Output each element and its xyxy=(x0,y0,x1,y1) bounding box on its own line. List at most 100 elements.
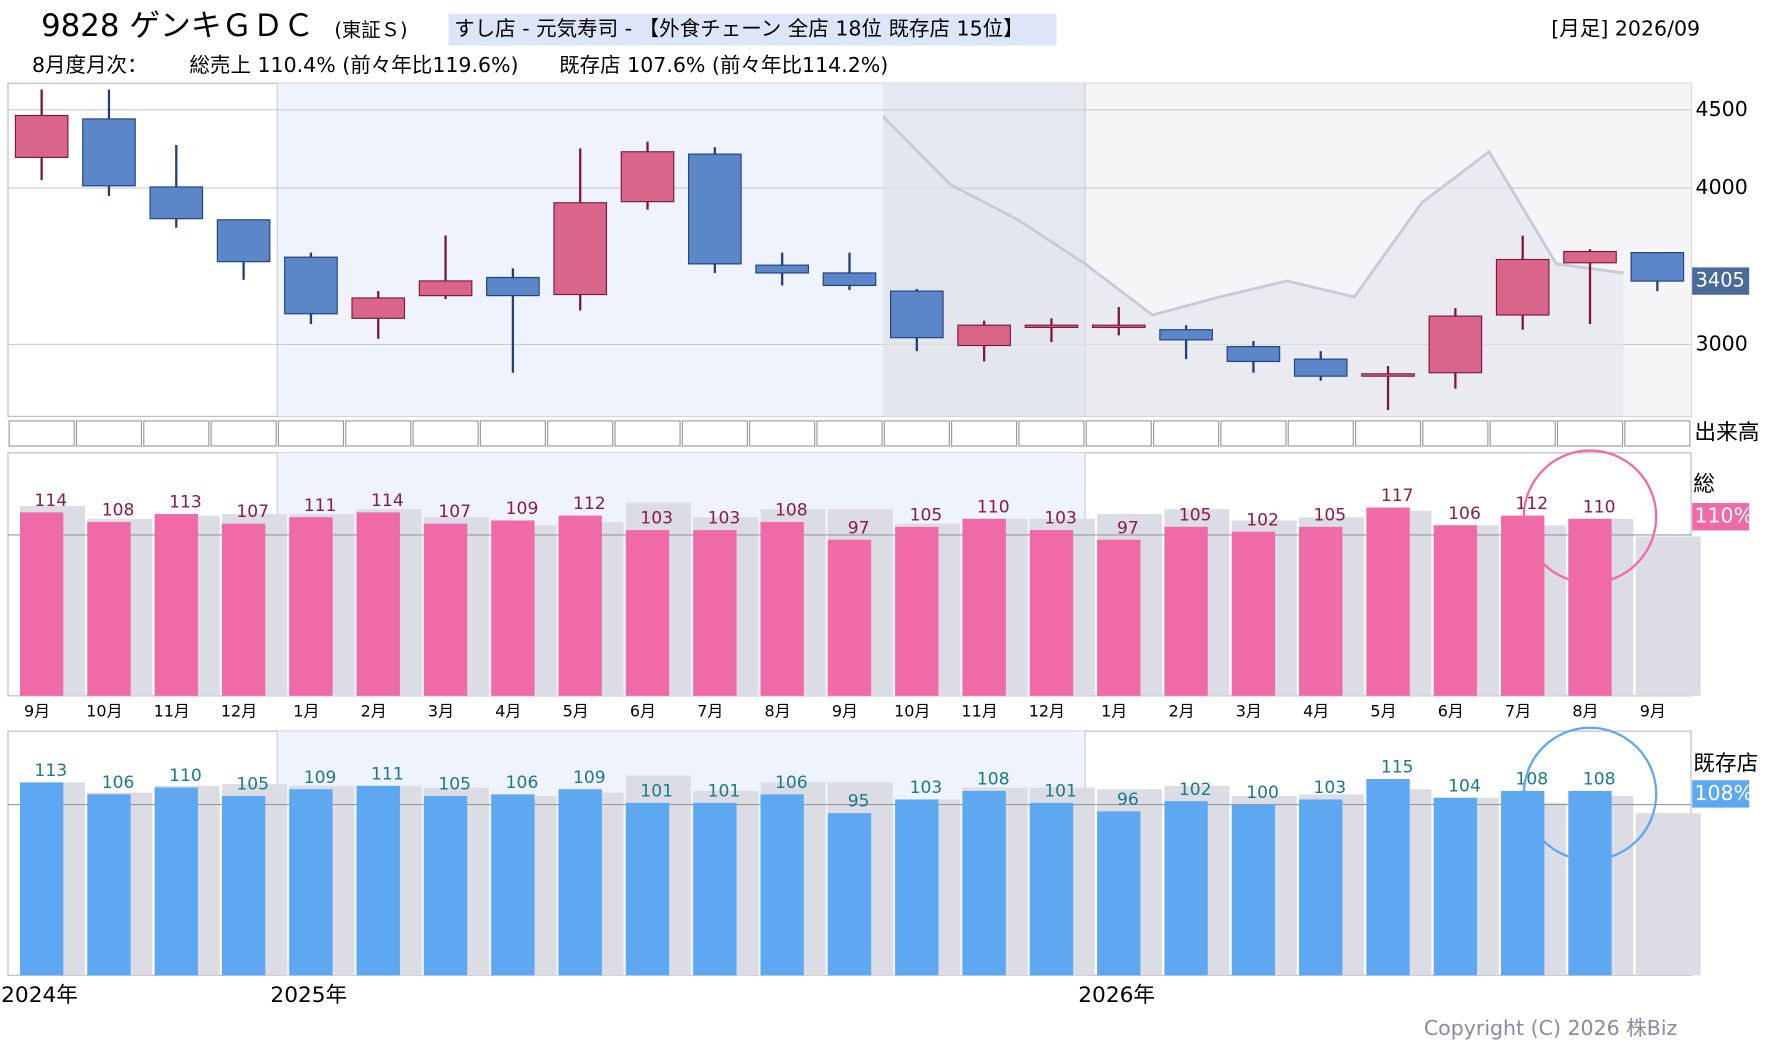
value-label: 108 xyxy=(977,770,1010,790)
volume-label: 出来高 xyxy=(1694,420,1759,445)
candle-body xyxy=(553,202,608,296)
candle-body xyxy=(418,280,473,297)
year-label: 2026年 xyxy=(1078,983,1155,1008)
value-label: 110 xyxy=(977,497,1010,517)
bar xyxy=(760,794,804,976)
volume-box xyxy=(345,420,412,447)
x-tick-label: 8月 xyxy=(765,701,791,720)
volume-box xyxy=(1422,420,1489,447)
candle-body xyxy=(486,276,540,297)
value-label: 107 xyxy=(438,502,471,522)
candle-body xyxy=(149,186,204,220)
x-tick-label: 2月 xyxy=(361,701,387,720)
x-tick-label: 7月 xyxy=(1505,701,1531,720)
candle-body xyxy=(1630,252,1685,282)
bar xyxy=(1231,531,1276,696)
volume-box xyxy=(1018,420,1085,447)
volume-box xyxy=(883,420,950,447)
value-label: 105 xyxy=(438,775,471,795)
value-label: 111 xyxy=(371,764,404,784)
highlight-circle xyxy=(1522,726,1658,862)
panel-label: 既存店 xyxy=(1693,751,1758,776)
industry-bg xyxy=(448,13,1057,46)
bar xyxy=(1029,530,1074,696)
prior-bar xyxy=(1635,536,1701,696)
bar xyxy=(827,813,872,976)
value-label: 112 xyxy=(1515,494,1548,514)
x-tick-label: 10月 xyxy=(894,701,930,720)
x-tick-label: 7月 xyxy=(697,701,723,720)
bar xyxy=(356,512,400,696)
x-tick-label: 1月 xyxy=(1101,701,1127,720)
x-tick-label: 12月 xyxy=(221,701,257,720)
volume-box xyxy=(816,420,883,447)
bar xyxy=(895,526,939,696)
volume-box xyxy=(1287,420,1354,447)
volume-box xyxy=(1556,420,1624,447)
bar xyxy=(87,794,131,976)
candle-body xyxy=(82,118,136,187)
candle-body xyxy=(1159,329,1213,341)
candle-body xyxy=(822,272,877,287)
bar xyxy=(962,790,1006,976)
value-label: 106 xyxy=(102,773,135,793)
x-tick-label: 9月 xyxy=(24,701,50,720)
bar xyxy=(558,789,602,976)
candle-body xyxy=(1226,346,1281,363)
volume-box xyxy=(614,420,681,447)
year-label: 2025年 xyxy=(270,983,347,1008)
value-label: 110 xyxy=(1583,497,1616,517)
x-tick-label: 6月 xyxy=(1438,701,1464,720)
value-label: 109 xyxy=(506,499,539,519)
candle-body xyxy=(284,256,338,315)
bar xyxy=(19,782,64,976)
bar xyxy=(1568,518,1612,696)
value-label: 102 xyxy=(1246,510,1279,530)
value-label: 109 xyxy=(573,768,606,788)
value-label: 105 xyxy=(1179,505,1212,525)
bar xyxy=(221,796,266,976)
comparison-line xyxy=(882,115,1624,317)
bar xyxy=(19,512,64,696)
value-label: 114 xyxy=(371,491,404,511)
value-label: 115 xyxy=(1381,758,1414,778)
panel-label: 総 xyxy=(1693,472,1715,497)
existing-sales: 既存店 107.6% (前々年比114.2%) xyxy=(559,53,888,77)
value-label: 101 xyxy=(640,781,673,801)
bar xyxy=(491,794,535,976)
bar xyxy=(1501,515,1545,696)
candle-body xyxy=(1361,373,1415,377)
bar xyxy=(289,517,333,696)
candle-body xyxy=(1428,315,1483,374)
bar xyxy=(895,799,939,976)
x-tick-label: 12月 xyxy=(1029,701,1065,720)
bar xyxy=(87,522,131,696)
x-tick-label: 9月 xyxy=(832,701,858,720)
bar xyxy=(154,513,198,696)
candle-body xyxy=(1293,358,1348,377)
value-label: 95 xyxy=(848,792,870,812)
value-label: 96 xyxy=(1117,790,1139,810)
value-label: 110 xyxy=(169,766,202,786)
bar xyxy=(289,789,333,976)
value-label: 103 xyxy=(1314,778,1347,798)
bar xyxy=(1164,526,1208,696)
volume-box xyxy=(8,420,75,447)
y-tick-label: 3000 xyxy=(1696,331,1748,355)
market: (東証Ｓ) xyxy=(334,18,407,41)
value-label: 105 xyxy=(236,775,269,795)
current-label: 108% xyxy=(1694,781,1753,805)
candle-body xyxy=(1563,250,1617,264)
bar xyxy=(423,796,468,976)
bar xyxy=(827,539,872,696)
x-tick-label: 5月 xyxy=(1370,701,1396,720)
bar xyxy=(491,520,535,696)
year-label: 2024年 xyxy=(1,983,78,1008)
bar xyxy=(1029,802,1074,976)
bar xyxy=(1164,801,1208,976)
volume-box xyxy=(277,420,345,447)
candle-body xyxy=(688,153,742,265)
volume-box xyxy=(1354,420,1422,447)
